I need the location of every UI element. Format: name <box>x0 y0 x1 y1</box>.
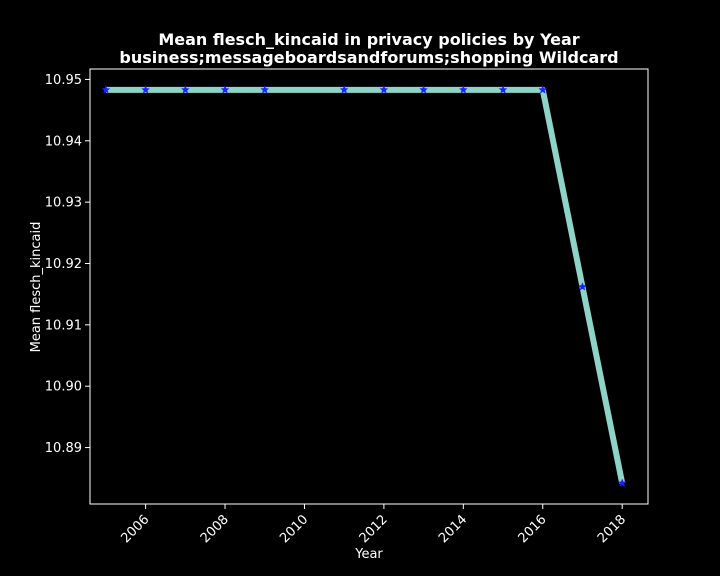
y-tick-label: 10.92 <box>45 257 82 272</box>
y-axis-ticks: 10.89 10.90 10.91 10.92 10.93 10.94 10.95 <box>45 73 90 456</box>
x-axis-label: Year <box>354 547 383 562</box>
data-point-marker <box>339 85 349 94</box>
plot-area <box>101 85 627 487</box>
data-point-marker <box>101 85 111 94</box>
y-tick-label: 10.94 <box>45 134 82 149</box>
data-point-marker <box>260 85 270 94</box>
data-point-marker <box>220 85 230 94</box>
data-point-marker <box>180 85 190 94</box>
y-axis-label: Mean flesch_kincaid <box>29 222 44 353</box>
data-point-marker <box>141 85 151 94</box>
data-point-marker <box>379 85 389 94</box>
y-tick-label: 10.90 <box>45 380 82 395</box>
y-tick-label: 10.95 <box>45 73 82 88</box>
data-point-marker <box>458 85 468 94</box>
y-tick-label: 10.89 <box>45 441 82 456</box>
data-point-marker <box>538 85 548 94</box>
axes-frame <box>89 68 649 505</box>
y-tick-label: 10.93 <box>45 196 82 211</box>
data-point-marker <box>617 478 627 487</box>
chart-subtitle: business;messageboardsandforums;shopping… <box>119 48 618 67</box>
data-point-marker <box>578 282 587 291</box>
data-point-marker <box>498 85 508 94</box>
data-point-marker <box>419 85 429 94</box>
y-tick-label: 10.91 <box>45 318 82 333</box>
chart-title: Mean flesch_kincaid in privacy policies … <box>158 30 579 49</box>
